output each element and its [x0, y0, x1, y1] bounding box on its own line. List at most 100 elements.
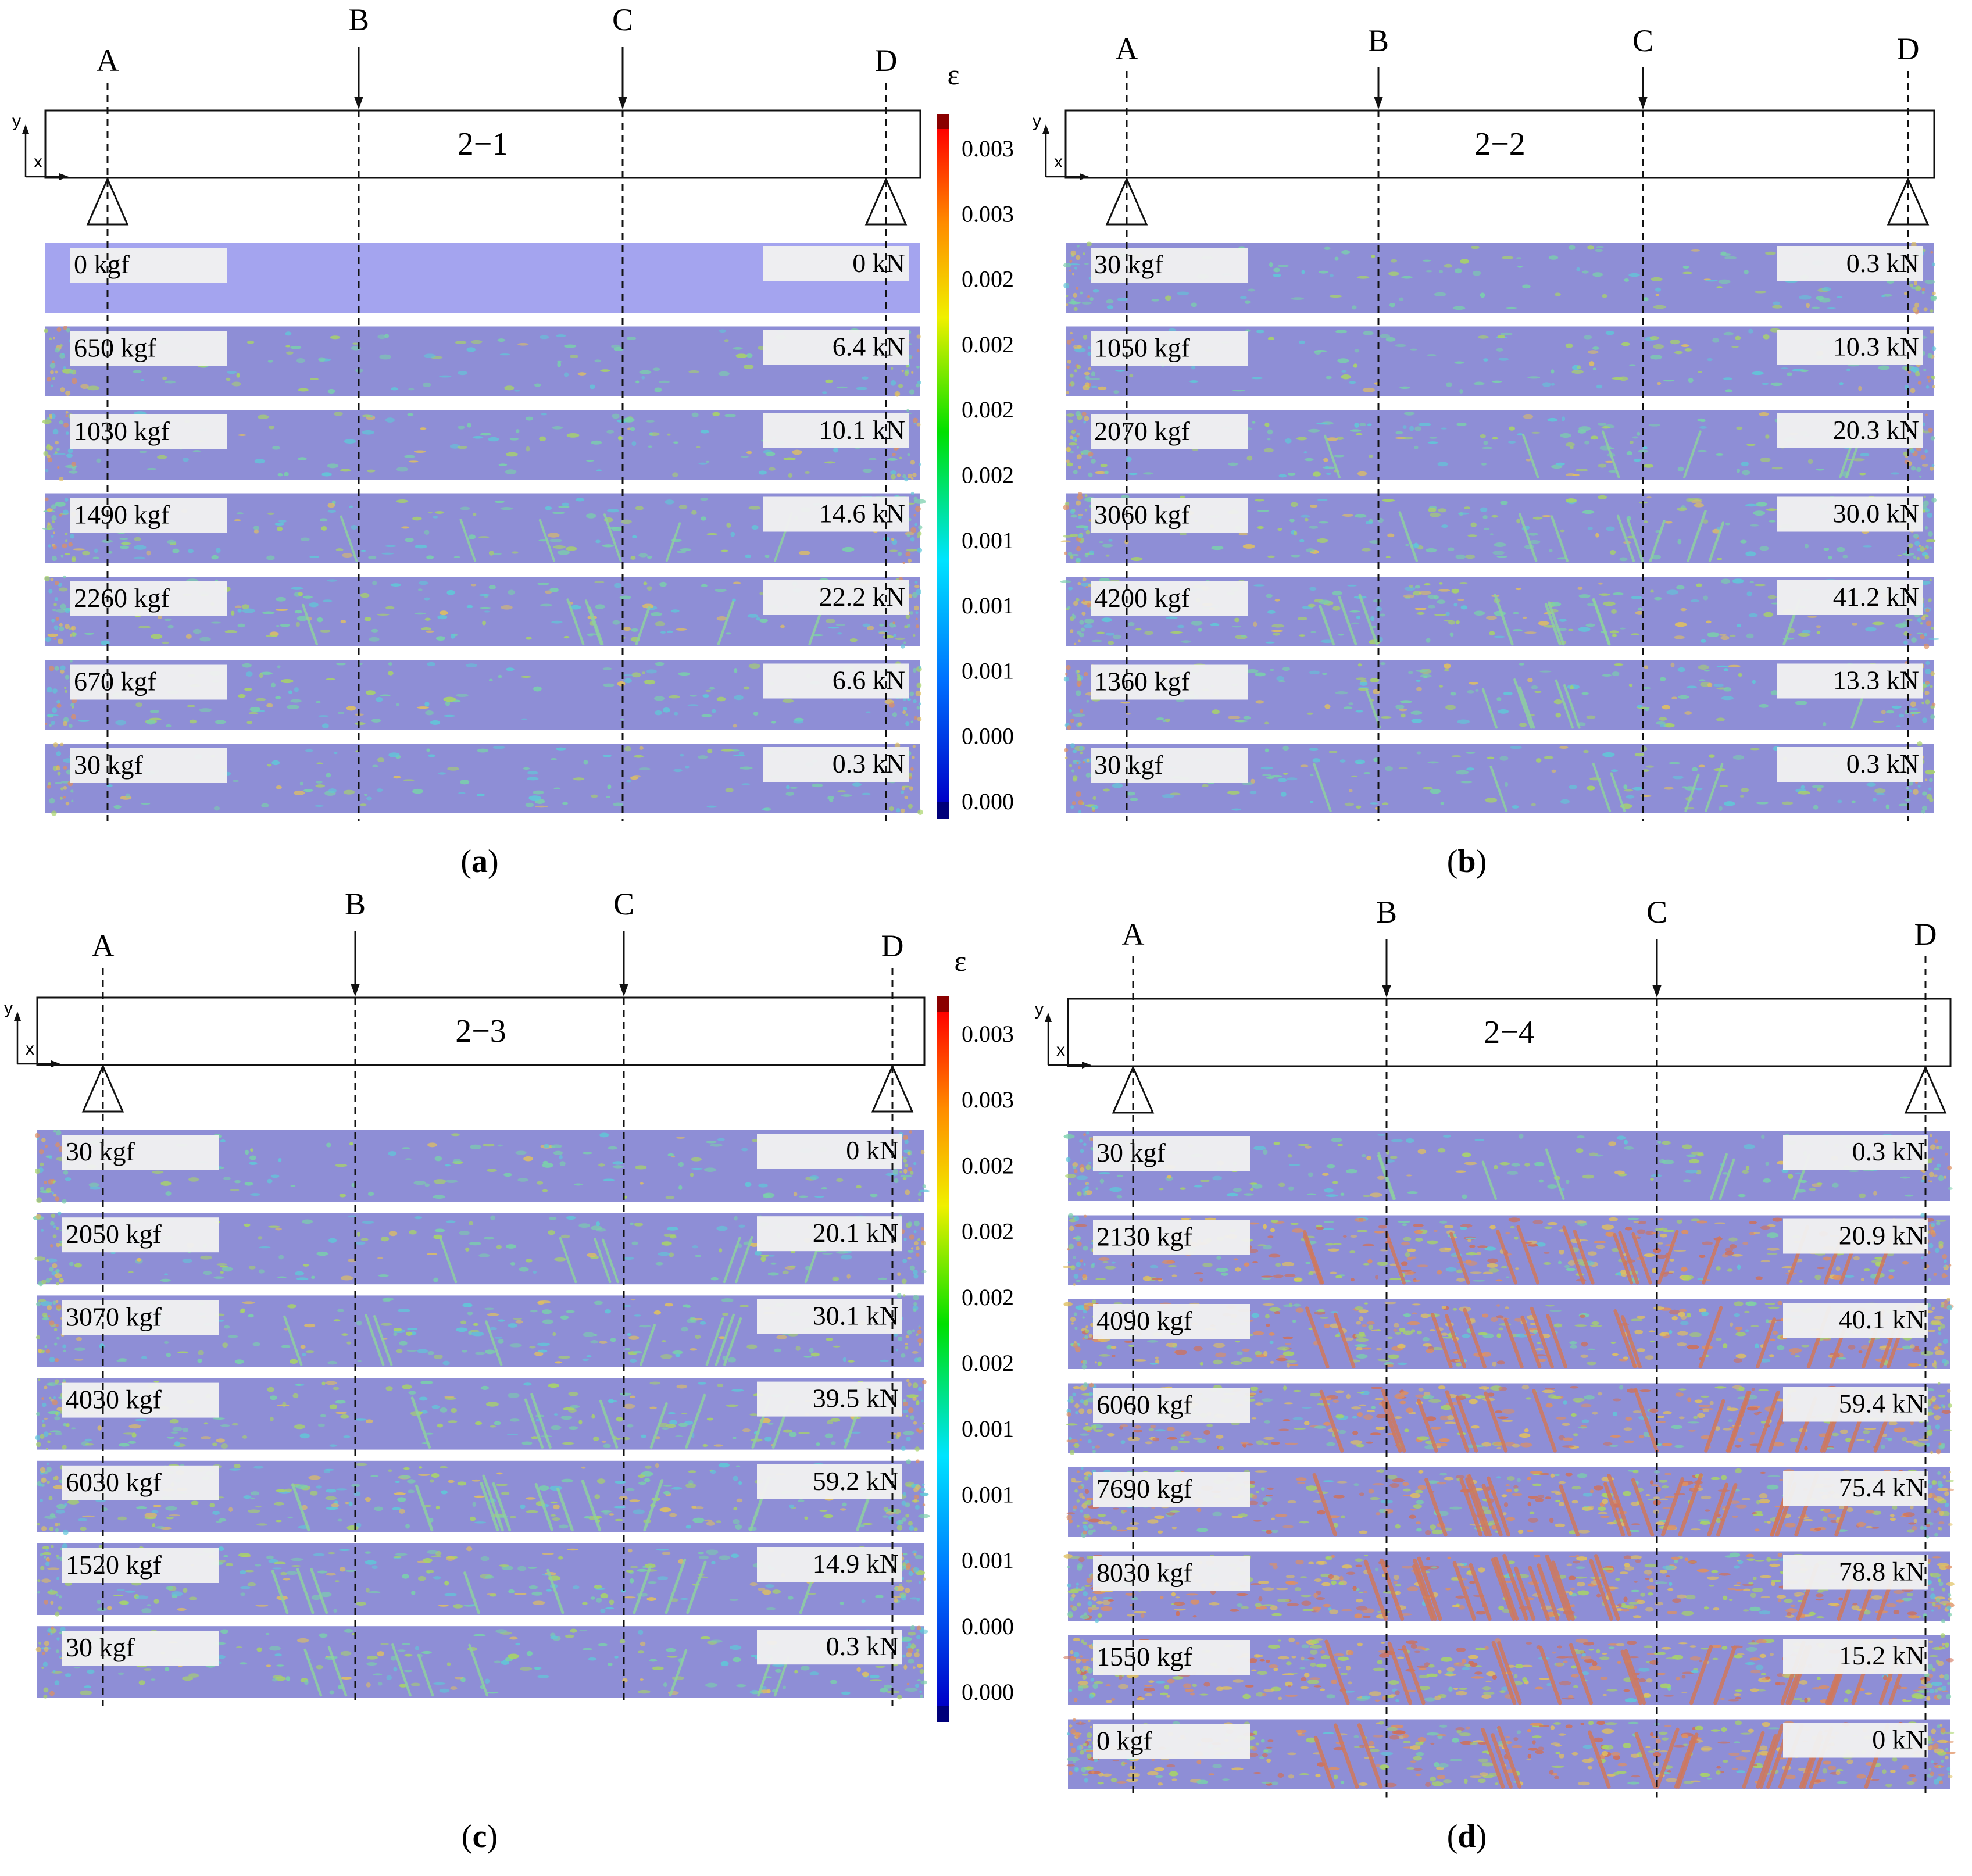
strain-speckle: [1309, 670, 1320, 675]
strain-speckle: [291, 587, 303, 590]
support-strain-speckle: [1071, 300, 1076, 305]
support-strain-speckle: [1923, 643, 1930, 649]
strain-speckle: [470, 340, 483, 344]
strain-speckle: [327, 388, 335, 394]
strain-speckle: [649, 1659, 658, 1662]
strain-speckle: [155, 1525, 165, 1529]
strain-speckle: [1655, 287, 1662, 292]
strain-speckle: [756, 617, 760, 621]
strain-speckle: [906, 1394, 919, 1398]
strain-speckle: [498, 674, 502, 678]
strain-speckle: [551, 620, 563, 624]
load-kn-box: [757, 1381, 902, 1417]
strain-speckle: [276, 596, 286, 602]
support-strain-speckle: [913, 1421, 917, 1425]
support-strain-speckle: [1908, 781, 1913, 786]
strain-speckle: [1494, 635, 1506, 638]
strain-speckle: [157, 455, 167, 459]
support-strain-speckle: [915, 1246, 920, 1250]
strain-speckle: [299, 781, 303, 786]
load-kn-label: 6.4 kN: [833, 332, 905, 362]
strain-speckle: [372, 764, 378, 768]
strain-speckle: [1703, 595, 1709, 601]
load-arrowhead: [1374, 97, 1383, 109]
strain-speckle: [1156, 717, 1164, 720]
strain-speckle: [133, 545, 147, 550]
strain-speckle: [1744, 269, 1749, 275]
support-strain-speckle: [889, 702, 895, 708]
strain-speckle: [1646, 496, 1652, 499]
strain-speckle: [1480, 434, 1486, 438]
strain-speckle: [380, 694, 391, 696]
strain-speckle: [631, 672, 641, 678]
support-strain-speckle: [63, 796, 66, 799]
strain-speckle: [1419, 591, 1432, 595]
support-strain-speckle: [1084, 494, 1088, 498]
strain-speckle: [501, 1491, 510, 1495]
strain-speckle: [236, 373, 240, 378]
strain-speckle: [1345, 1169, 1357, 1174]
strain-speckle: [1124, 539, 1129, 545]
support-strain-speckle: [911, 371, 914, 374]
strain-speckle: [1389, 1263, 1397, 1266]
strain-speckle: [1108, 539, 1113, 542]
strain-speckle: [1746, 591, 1752, 596]
strain-speckle: [1921, 464, 1928, 467]
strain-speckle: [914, 1555, 923, 1559]
strain-speckle: [1356, 677, 1367, 680]
strain-speckle: [1278, 778, 1287, 783]
support-strain-speckle: [1931, 497, 1937, 503]
support-strain-speckle: [1076, 681, 1082, 687]
strain-speckle: [1519, 1134, 1524, 1139]
support-strain-speckle: [906, 409, 909, 412]
strain-speckle: [1438, 589, 1451, 592]
strain-speckle: [1823, 1256, 1831, 1261]
support-strain-speckle: [58, 1523, 61, 1526]
load-kgf-label: 2050 kgf: [66, 1219, 162, 1249]
strain-speckle: [513, 1318, 522, 1320]
support-strain-speckle: [45, 445, 51, 451]
strain-speckle: [377, 334, 387, 340]
crack-mark: [1489, 765, 1508, 813]
strain-speckle: [494, 1421, 501, 1425]
load-kn-box: [763, 246, 909, 281]
strain-speckle: [822, 1252, 833, 1255]
support-strain-speckle: [906, 1414, 909, 1418]
strain-speckle: [128, 1424, 141, 1429]
strain-speckle: [363, 794, 368, 796]
strain-speckle: [537, 582, 549, 585]
support-strain-speckle: [1925, 669, 1931, 674]
support-strain-speckle: [916, 349, 920, 353]
strain-speckle: [640, 1678, 644, 1681]
strain-speckle: [1337, 1144, 1344, 1146]
strain-speckle: [640, 1182, 644, 1185]
strain-speckle: [110, 1252, 116, 1255]
support-strain-speckle: [1083, 420, 1087, 424]
strain-speckle: [578, 1223, 590, 1228]
support-strain-speckle: [52, 337, 56, 340]
strain-speckle: [1712, 338, 1720, 343]
support-strain-speckle: [1917, 617, 1922, 623]
support-strain-speckle: [55, 1523, 59, 1527]
strain-speckle: [1736, 426, 1743, 430]
support-strain-speckle: [55, 1358, 59, 1362]
support-strain-speckle: [49, 1589, 53, 1592]
support-strain-speckle: [1920, 622, 1923, 625]
strain-speckle: [296, 1383, 301, 1386]
strain-speckle: [1439, 270, 1443, 274]
strain-speckle: [1106, 299, 1114, 304]
strain-speckle: [1385, 766, 1393, 771]
strain-speckle: [562, 802, 569, 805]
strain-speckle: [903, 1664, 908, 1670]
support-strain-speckle: [1087, 241, 1092, 247]
strain-speckle: [333, 1609, 338, 1613]
strain-speckle: [211, 555, 219, 560]
crack-mark: [735, 1235, 753, 1284]
support-strain-speckle: [38, 1641, 42, 1645]
strain-speckle: [1605, 330, 1615, 335]
strain-speckle: [856, 387, 868, 390]
strain-speckle: [836, 1178, 844, 1182]
support-strain-speckle: [34, 1132, 40, 1138]
strain-speckle: [1453, 603, 1458, 607]
strain-speckle: [733, 1507, 738, 1511]
